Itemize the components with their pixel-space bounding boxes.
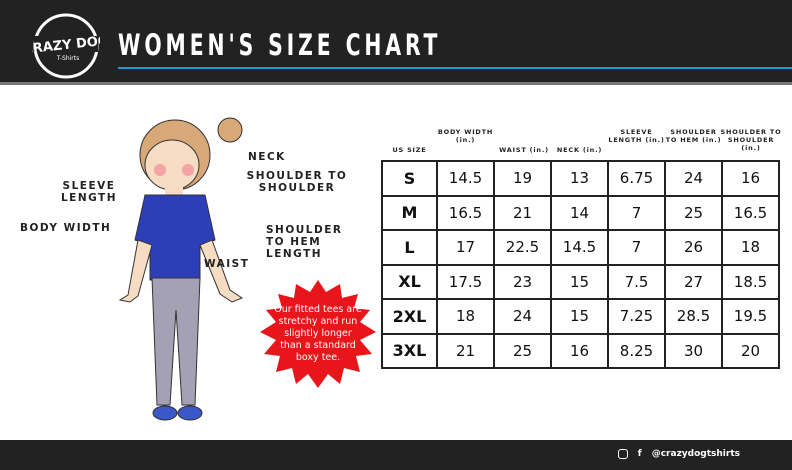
footer: f @crazydogtshirts: [0, 440, 792, 470]
value-cell: 7: [607, 194, 666, 231]
value-cell: 20: [721, 332, 780, 369]
value-cell: 26: [664, 229, 723, 266]
value-cell: 17.5: [436, 263, 495, 300]
size-cell: L: [381, 229, 438, 266]
woman-figure-illustration: [118, 117, 244, 421]
header-shoulder-to-hem: SHOULDER TO HEM (in.): [665, 128, 722, 144]
value-cell: 25: [493, 332, 552, 369]
value-cell: 19.5: [721, 298, 780, 335]
page-title: WOMEN'S SIZE CHART: [118, 28, 442, 62]
fit-note: Our fitted tees are stretchy and run sli…: [274, 304, 362, 363]
header-body-width: BODY WIDTH (in.): [437, 128, 494, 144]
label-waist: WAIST: [204, 258, 250, 270]
header: CRAZY DOG T-Shirts WOMEN'S SIZE CHART: [0, 0, 792, 85]
value-cell: 18: [436, 298, 495, 335]
header-sleeve-length: SLEEVE LENGTH (in.): [608, 128, 665, 144]
label-neck: NECK: [248, 151, 286, 163]
value-cell: 25: [664, 194, 723, 231]
value-cell: 27: [664, 263, 723, 300]
value-cell: 21: [436, 332, 495, 369]
note-starburst: [260, 280, 376, 388]
size-cell: 3XL: [381, 332, 438, 369]
header-waist: WAIST (in.): [499, 146, 549, 154]
value-cell: 18.5: [721, 263, 780, 300]
value-cell: 8.25: [607, 332, 666, 369]
instagram-icon[interactable]: [617, 449, 628, 459]
facebook-icon[interactable]: f: [637, 449, 642, 459]
header-shoulder-to-shoulder: SHOULDER TO SHOULDER (in.): [720, 128, 782, 152]
value-cell: 13: [550, 160, 609, 197]
crazy-dog-logo: CRAZY DOG T-Shirts: [32, 13, 100, 79]
label-shoulder-to-hem: SHOULDER TO HEM LENGTH: [266, 224, 343, 260]
table-row: XL 17.5 23 15 7.5 27 18.5: [381, 263, 780, 300]
value-cell: 14.5: [550, 229, 609, 266]
value-cell: 15: [550, 263, 609, 300]
value-cell: 21: [493, 194, 552, 231]
value-cell: 19: [493, 160, 552, 197]
value-cell: 6.75: [607, 160, 666, 197]
table-row: M 16.5 21 14 7 25 16.5: [381, 194, 780, 231]
header-neck: NECK (in.): [556, 146, 603, 154]
label-shoulder-to-shoulder: SHOULDER TO SHOULDER: [246, 170, 348, 194]
value-cell: 23: [493, 263, 552, 300]
size-table: S 14.5 19 13 6.75 24 16 M 16.5 21 14 7 25 16.5 L 17 22.5…: [381, 160, 780, 369]
value-cell: 7.5: [607, 263, 666, 300]
table-row: 2XL 18 24 15 7.25 28.5 19.5: [381, 298, 780, 335]
social-handle[interactable]: @crazydogtshirts: [651, 449, 740, 459]
value-cell: 30: [664, 332, 723, 369]
svg-text:T-Shirts: T-Shirts: [56, 55, 80, 62]
value-cell: 18: [721, 229, 780, 266]
value-cell: 7.25: [607, 298, 666, 335]
value-cell: 16.5: [436, 194, 495, 231]
value-cell: 16.5: [721, 194, 780, 231]
table-row: 3XL 21 25 16 8.25 30 20: [381, 332, 780, 369]
size-cell: M: [381, 194, 438, 231]
value-cell: 28.5: [664, 298, 723, 335]
value-cell: 16: [550, 332, 609, 369]
table-row: L 17 22.5 14.5 7 26 18: [381, 229, 780, 266]
value-cell: 7: [607, 229, 666, 266]
size-cell: S: [381, 160, 438, 197]
title-underline: [118, 67, 792, 69]
value-cell: 16: [721, 160, 780, 197]
value-cell: 14.5: [436, 160, 495, 197]
value-cell: 24: [493, 298, 552, 335]
header-us-size: US SIZE: [392, 146, 427, 154]
label-body-width: BODY WIDTH: [20, 222, 112, 234]
value-cell: 14: [550, 194, 609, 231]
label-sleeve-length: SLEEVE LENGTH: [60, 180, 118, 204]
value-cell: 24: [664, 160, 723, 197]
size-cell: 2XL: [381, 298, 438, 335]
size-cell: XL: [381, 263, 438, 300]
value-cell: 17: [436, 229, 495, 266]
value-cell: 15: [550, 298, 609, 335]
value-cell: 22.5: [493, 229, 552, 266]
table-row: S 14.5 19 13 6.75 24 16: [381, 160, 780, 197]
